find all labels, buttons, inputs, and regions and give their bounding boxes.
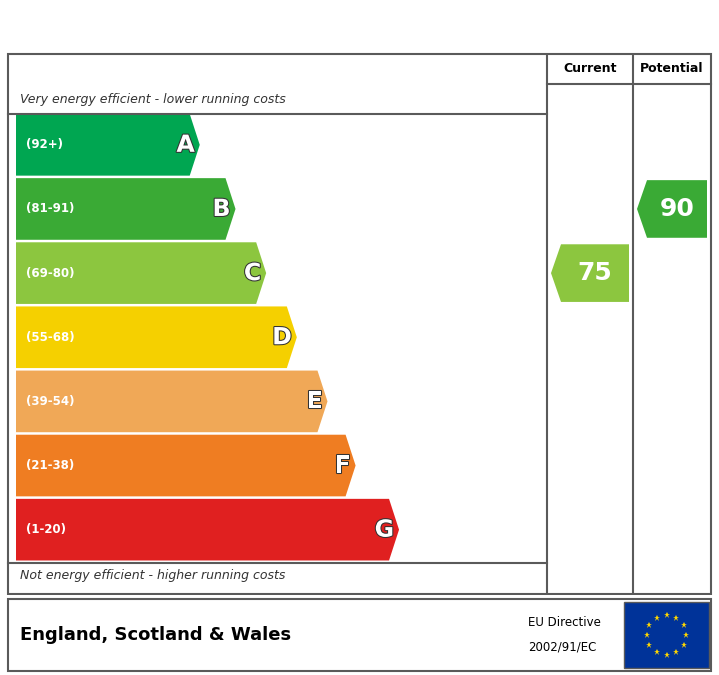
Text: B: B [213, 197, 231, 221]
Polygon shape [16, 371, 327, 432]
Text: D: D [273, 325, 292, 349]
Text: EU Directive: EU Directive [528, 616, 601, 630]
Text: G: G [375, 518, 394, 541]
Polygon shape [16, 114, 200, 176]
Text: (92+): (92+) [26, 138, 63, 151]
Text: F: F [334, 454, 351, 477]
Text: Very energy efficient - lower running costs: Very energy efficient - lower running co… [20, 92, 285, 105]
Text: (55-68): (55-68) [26, 331, 75, 344]
Polygon shape [551, 244, 629, 302]
Polygon shape [16, 242, 266, 304]
Text: 2002/91/EC: 2002/91/EC [528, 641, 597, 653]
Text: (1-20): (1-20) [26, 523, 66, 536]
Text: 90: 90 [659, 197, 695, 221]
Polygon shape [16, 178, 236, 240]
Text: Energy Efficiency Rating: Energy Efficiency Rating [16, 13, 399, 41]
Text: (21-38): (21-38) [26, 459, 74, 472]
Text: C: C [244, 261, 261, 285]
Text: 75: 75 [577, 261, 613, 285]
Text: (81-91): (81-91) [26, 202, 74, 215]
Text: England, Scotland & Wales: England, Scotland & Wales [20, 626, 291, 644]
Polygon shape [16, 306, 297, 368]
Text: E: E [306, 389, 323, 413]
Text: (69-80): (69-80) [26, 267, 75, 279]
Text: (39-54): (39-54) [26, 395, 75, 408]
FancyBboxPatch shape [624, 602, 709, 668]
Text: Not energy efficient - higher running costs: Not energy efficient - higher running co… [20, 568, 285, 581]
Text: A: A [176, 133, 195, 157]
Polygon shape [16, 499, 399, 560]
Text: Current: Current [563, 63, 617, 76]
Text: Potential: Potential [640, 63, 704, 76]
Polygon shape [637, 180, 707, 238]
Polygon shape [16, 435, 356, 496]
